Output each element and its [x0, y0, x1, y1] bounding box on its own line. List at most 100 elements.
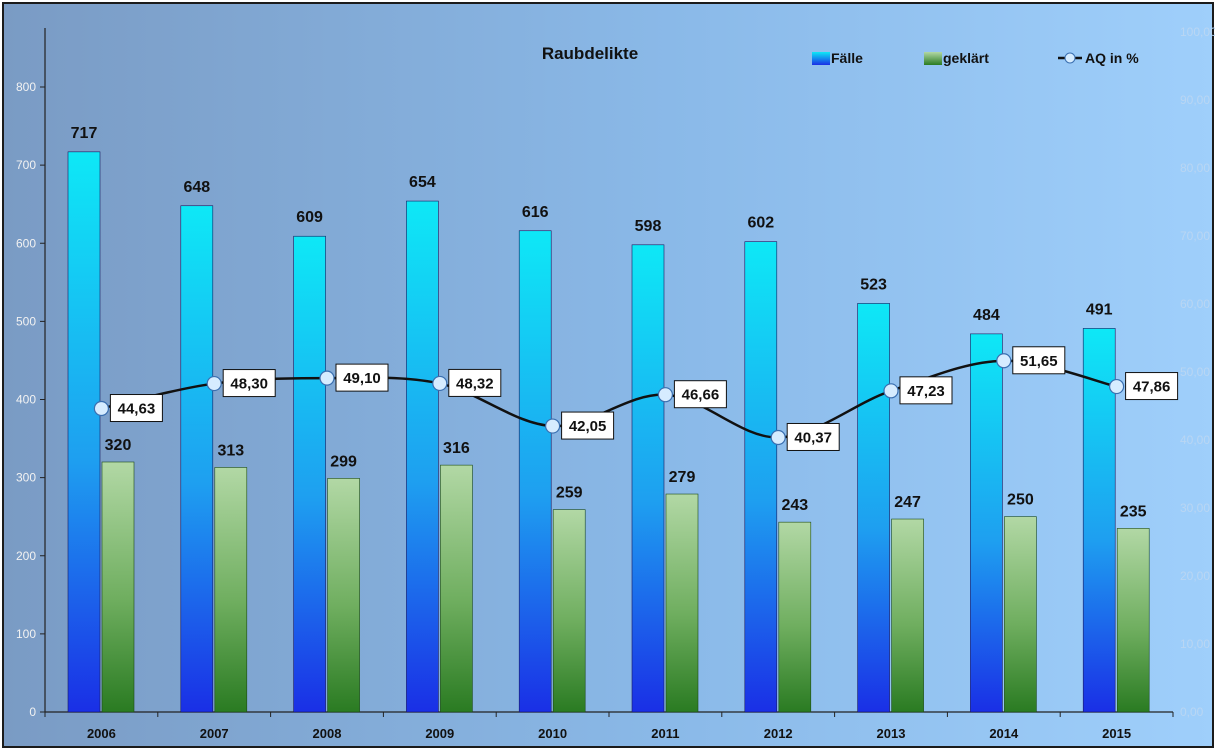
y-tick-label-right: 70,00	[1180, 229, 1210, 243]
x-tick-label: 2010	[538, 726, 567, 741]
aq-label-box	[561, 411, 615, 440]
y-tick-label-left: 800	[16, 80, 36, 94]
bar-geklaert	[891, 518, 924, 713]
aq-label-box	[448, 368, 502, 397]
value-label-faelle: 609	[296, 209, 323, 226]
aq-marker	[93, 400, 110, 417]
value-label-faelle: 523	[860, 276, 887, 293]
value-label-geklaert: 320	[105, 437, 132, 454]
bar-geklaert	[101, 461, 135, 713]
bar-geklaert	[440, 464, 473, 713]
legend-aq-marker	[1064, 52, 1076, 64]
value-label-geklaert: 313	[217, 442, 244, 459]
y-tick-label-right: 0,00	[1180, 705, 1204, 719]
aq-label: 44,63	[118, 401, 156, 418]
value-label-geklaert: 247	[894, 494, 921, 511]
x-tick-label: 2008	[313, 726, 342, 741]
y-tick-label-right: 10,00	[1180, 637, 1210, 651]
labels: 717 320 2006 648 313 2007 609 299 2008 654 316 2009…	[71, 125, 1179, 741]
aq-label-box	[1012, 346, 1066, 375]
legend-cleared-label: geklärt	[943, 50, 989, 66]
x-tick-label: 2015	[1102, 726, 1131, 741]
bar-faelle	[1082, 328, 1116, 713]
aq-marker	[432, 375, 448, 392]
bar-faelle	[857, 303, 890, 713]
y-tick-label-left: 200	[16, 549, 36, 563]
aq-marker	[1108, 378, 1125, 395]
y-tick-label-right: 100,00	[1180, 25, 1215, 39]
value-label-geklaert: 243	[781, 497, 808, 514]
value-label-faelle: 598	[635, 218, 662, 235]
aq-label-box	[335, 363, 389, 392]
y-tick-label-right: 80,00	[1180, 161, 1210, 175]
aq-marker	[770, 429, 786, 446]
bar-faelle	[406, 200, 439, 713]
aq-label: 49,10	[343, 370, 381, 387]
legend-cases-label: Fälle	[831, 50, 863, 66]
value-label-geklaert: 316	[443, 440, 470, 457]
y-tick-label-right: 20,00	[1180, 569, 1210, 583]
bar-geklaert	[665, 493, 699, 713]
aq-label: 40,37	[794, 429, 832, 446]
bar-faelle	[631, 244, 665, 713]
y-tick-label-left: 700	[16, 158, 36, 172]
aq-label-box	[109, 394, 163, 423]
aq-label: 48,30	[230, 376, 268, 393]
bar-geklaert	[214, 467, 248, 713]
bar-geklaert	[552, 509, 586, 713]
x-tick-label: 2014	[989, 726, 1019, 741]
aq-marker	[883, 383, 899, 399]
y-tick-label-left: 300	[16, 471, 36, 485]
value-label-faelle: 491	[1086, 301, 1113, 318]
legend-aq-label: AQ in %	[1085, 50, 1139, 66]
aq-marker	[319, 370, 335, 386]
y-tick-label-left: 0	[29, 705, 36, 719]
aq-label: 47,23	[907, 383, 945, 400]
value-label-faelle: 654	[409, 174, 436, 191]
aq-label-box	[1125, 372, 1179, 401]
x-tick-label: 2009	[425, 726, 454, 741]
x-tick-label: 2013	[877, 726, 906, 741]
aq-label-box	[899, 376, 953, 405]
bar-faelle	[970, 333, 1003, 713]
value-label-geklaert: 299	[330, 453, 357, 470]
y-tick-label-right: 90,00	[1180, 93, 1210, 107]
bar-faelle	[744, 241, 778, 713]
aq-label: 46,66	[682, 387, 720, 404]
value-label-faelle: 616	[522, 204, 549, 221]
x-tick-label: 2007	[200, 726, 229, 741]
bars	[67, 151, 1150, 713]
value-label-geklaert: 235	[1120, 503, 1147, 520]
value-label-faelle: 648	[183, 179, 210, 196]
y-tick-label-right: 60,00	[1180, 297, 1210, 311]
aq-label: 47,86	[1133, 379, 1171, 396]
aq-marker	[657, 387, 674, 403]
aq-marker	[206, 375, 222, 392]
aq-label: 42,05	[569, 418, 607, 435]
legend-cleared-swatch	[924, 52, 942, 65]
y-tick-label-left: 500	[16, 314, 36, 328]
x-tick-label: 2006	[87, 726, 116, 741]
value-label-faelle: 484	[973, 307, 1000, 324]
aq-marker	[544, 418, 561, 434]
bar-faelle	[293, 235, 326, 713]
y-tick-label-right: 30,00	[1180, 501, 1210, 515]
aq-marker	[996, 353, 1012, 369]
aq-label-box	[673, 380, 727, 409]
y-tick-label-right: 40,00	[1180, 433, 1210, 447]
bar-geklaert	[778, 521, 812, 713]
value-label-geklaert: 259	[556, 485, 583, 502]
aq-label-box	[786, 422, 840, 451]
bar-faelle	[180, 205, 214, 713]
chart-title: Raubdelikte	[542, 44, 638, 63]
aq-line-path	[101, 359, 1117, 439]
y-tick-label-right: 50,00	[1180, 365, 1210, 379]
aq-label-box	[222, 369, 276, 398]
x-tick-label: 2011	[651, 726, 679, 741]
legend: Fälle geklärt AQ in %	[812, 50, 1139, 66]
bar-geklaert	[1116, 528, 1150, 713]
aq-label: 51,65	[1020, 353, 1058, 370]
aq-label: 48,32	[456, 375, 494, 392]
